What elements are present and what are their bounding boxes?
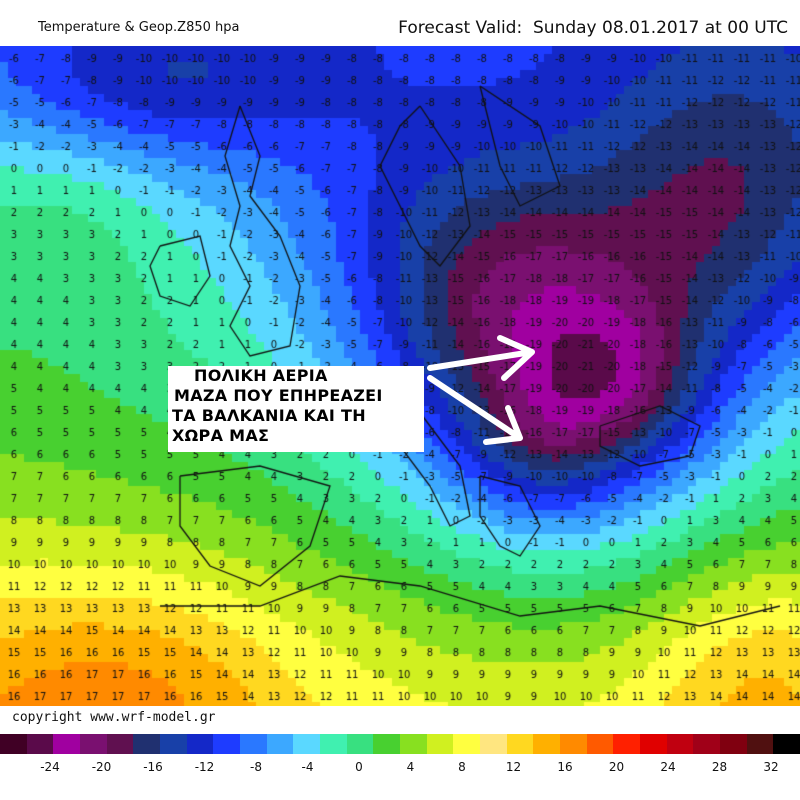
color-scale-cell	[533, 734, 561, 754]
color-scale-cell	[106, 734, 134, 754]
map-title: Temperature & Geop.Z850 hpa	[38, 20, 240, 35]
color-scale-cell	[586, 734, 614, 754]
annotation-line-1: ΠΟΛΙΚΗ ΑΕΡΙΑ	[194, 366, 328, 385]
color-scale-cell	[480, 734, 507, 754]
color-scale-cell	[640, 734, 667, 754]
color-scale-cell	[293, 734, 321, 754]
color-scale-label: 8	[458, 760, 466, 774]
color-scale-label: 20	[608, 760, 625, 774]
color-scale-cell	[346, 734, 374, 754]
color-scale-cell	[373, 734, 401, 754]
color-scale-cell	[773, 734, 800, 754]
map-header: Temperature & Geop.Z850 hpa Forecast Val…	[0, 0, 800, 46]
color-scale-cell	[53, 734, 81, 754]
color-scale-cell	[213, 734, 241, 754]
color-scale-cell	[26, 734, 54, 754]
color-scale-cell	[560, 734, 587, 754]
annotation-line-3: ΤΑ ΒΑΛΚΑΝΙΑ ΚΑΙ ΤΗ	[172, 406, 366, 425]
color-scale-cell	[453, 734, 481, 754]
color-scale-cell	[720, 734, 747, 754]
color-scale-cell	[133, 734, 161, 754]
color-scale-cell	[746, 734, 774, 754]
color-scale-label: 24	[660, 760, 676, 774]
color-scale-label: -8	[250, 760, 262, 774]
copyright-text: copyright www.wrf-model.gr	[12, 710, 216, 725]
color-scale-cell	[186, 734, 214, 754]
color-scale-label: -24	[40, 760, 60, 774]
color-scale-cell	[320, 734, 347, 754]
annotation-line-2: ΜΑΖΑ ΠΟΥ ΕΠΗΡΕΑΖΕΙ	[174, 386, 383, 405]
arrow-lower	[427, 375, 523, 445]
color-scale-bar	[0, 734, 800, 754]
color-scale-cell	[613, 734, 641, 754]
color-scale-cell	[426, 734, 454, 754]
color-scale-cell	[266, 734, 294, 754]
arrow-upper	[427, 335, 535, 381]
color-scale-label: 0	[355, 760, 363, 774]
color-scale-label: -16	[143, 760, 163, 774]
color-scale-cell	[400, 734, 427, 754]
color-scale-cell	[666, 734, 694, 754]
color-scale-label: 12	[505, 760, 522, 774]
color-scale-cell	[506, 734, 534, 754]
annotation-line-4: ΧΩΡΑ ΜΑΣ	[172, 426, 270, 445]
color-scale-cell	[0, 734, 27, 754]
color-scale-label: 16	[557, 760, 573, 774]
color-scale-label: -4	[301, 760, 314, 774]
forecast-valid-label: Forecast Valid: Sunday 08.01.2017 at 00 …	[398, 18, 788, 38]
annotation-box: ΠΟΛΙΚΗ ΑΕΡΙΑ ΜΑΖΑ ΠΟΥ ΕΠΗΡΕΑΖΕΙ ΤΑ ΒΑΛΚΑ…	[168, 366, 424, 452]
color-scale-cell	[240, 734, 267, 754]
color-scale-cell	[80, 734, 107, 754]
color-scale-label: -20	[91, 760, 112, 774]
color-scale-labels: -24 -20 -16 -12 -8 -4 0 4 8 12 16 20 24 28 32	[0, 760, 800, 780]
color-scale-cell	[160, 734, 187, 754]
color-scale-label: -12	[194, 760, 215, 774]
color-scale-label: 4	[406, 760, 415, 774]
color-scale-cell	[693, 734, 721, 754]
color-scale-label: 28	[711, 760, 728, 774]
color-scale-label: 32	[763, 760, 779, 774]
